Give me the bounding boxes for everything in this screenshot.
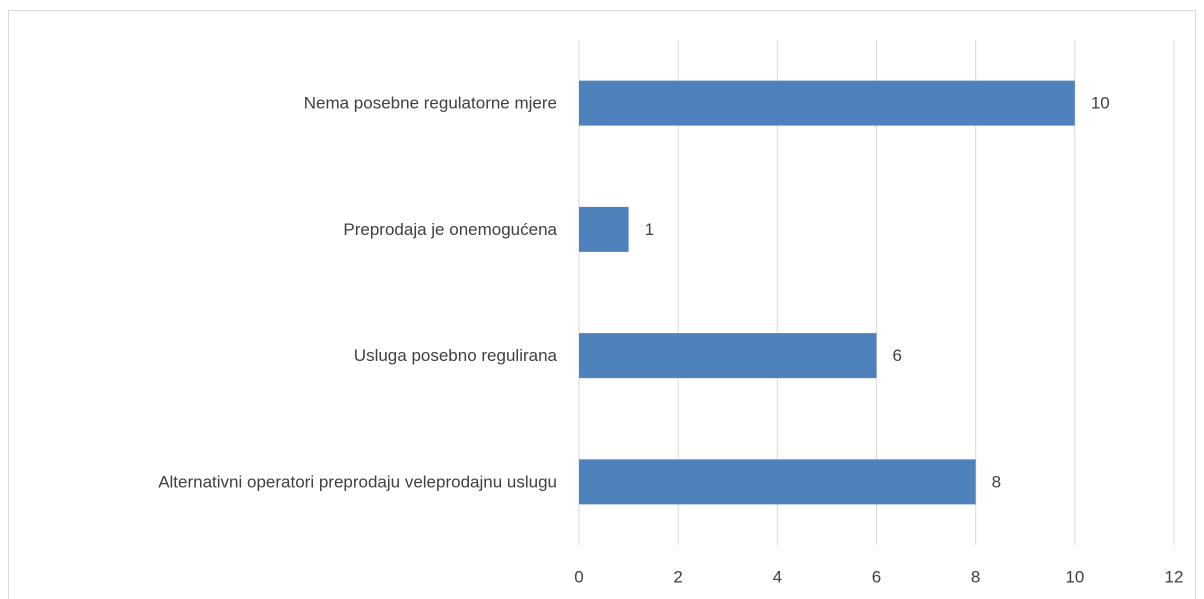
x-tick-label: 10	[1065, 567, 1084, 586]
x-tick-label: 0	[574, 567, 583, 586]
x-tick-label: 2	[673, 567, 682, 586]
bar	[579, 459, 976, 505]
x-tick-label: 8	[971, 567, 980, 586]
data-label: 8	[992, 472, 1001, 491]
y-tick-label: Preprodaja je onemogućena	[343, 220, 557, 239]
x-tick-label: 6	[872, 567, 881, 586]
y-tick-label: Alternativni operatori preprodaju velepr…	[158, 472, 557, 491]
data-label: 1	[645, 220, 654, 239]
bar	[579, 80, 1075, 126]
bar	[579, 333, 877, 379]
data-label: 6	[893, 346, 902, 365]
data-label: 10	[1091, 94, 1110, 113]
y-tick-label: Nema posebne regulatorne mjere	[304, 94, 557, 113]
x-tick-label: 12	[1165, 567, 1184, 586]
x-tick-label: 4	[773, 567, 782, 586]
bar	[579, 206, 629, 252]
y-tick-label: Usluga posebno regulirana	[354, 346, 558, 365]
chart-border	[8, 10, 1196, 599]
